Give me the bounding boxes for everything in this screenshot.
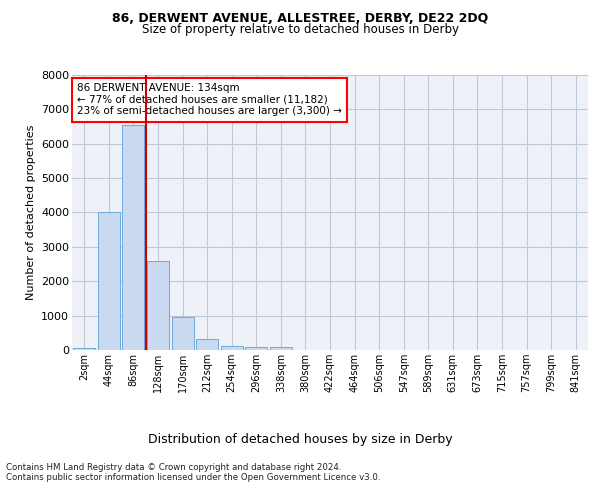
Text: 86 DERWENT AVENUE: 134sqm
← 77% of detached houses are smaller (11,182)
23% of s: 86 DERWENT AVENUE: 134sqm ← 77% of detac… xyxy=(77,83,342,116)
Text: Size of property relative to detached houses in Derby: Size of property relative to detached ho… xyxy=(142,22,458,36)
Bar xyxy=(270,347,292,350)
Bar xyxy=(98,212,120,350)
Bar xyxy=(147,260,169,350)
Bar xyxy=(122,125,145,350)
Text: Contains public sector information licensed under the Open Government Licence v3: Contains public sector information licen… xyxy=(6,472,380,482)
Bar xyxy=(221,346,243,350)
Bar xyxy=(196,340,218,350)
Y-axis label: Number of detached properties: Number of detached properties xyxy=(26,125,35,300)
Bar xyxy=(73,348,95,350)
Text: Distribution of detached houses by size in Derby: Distribution of detached houses by size … xyxy=(148,432,452,446)
Text: 86, DERWENT AVENUE, ALLESTREE, DERBY, DE22 2DQ: 86, DERWENT AVENUE, ALLESTREE, DERBY, DE… xyxy=(112,12,488,26)
Text: Contains HM Land Registry data © Crown copyright and database right 2024.: Contains HM Land Registry data © Crown c… xyxy=(6,462,341,471)
Bar xyxy=(172,318,194,350)
Bar xyxy=(245,346,268,350)
